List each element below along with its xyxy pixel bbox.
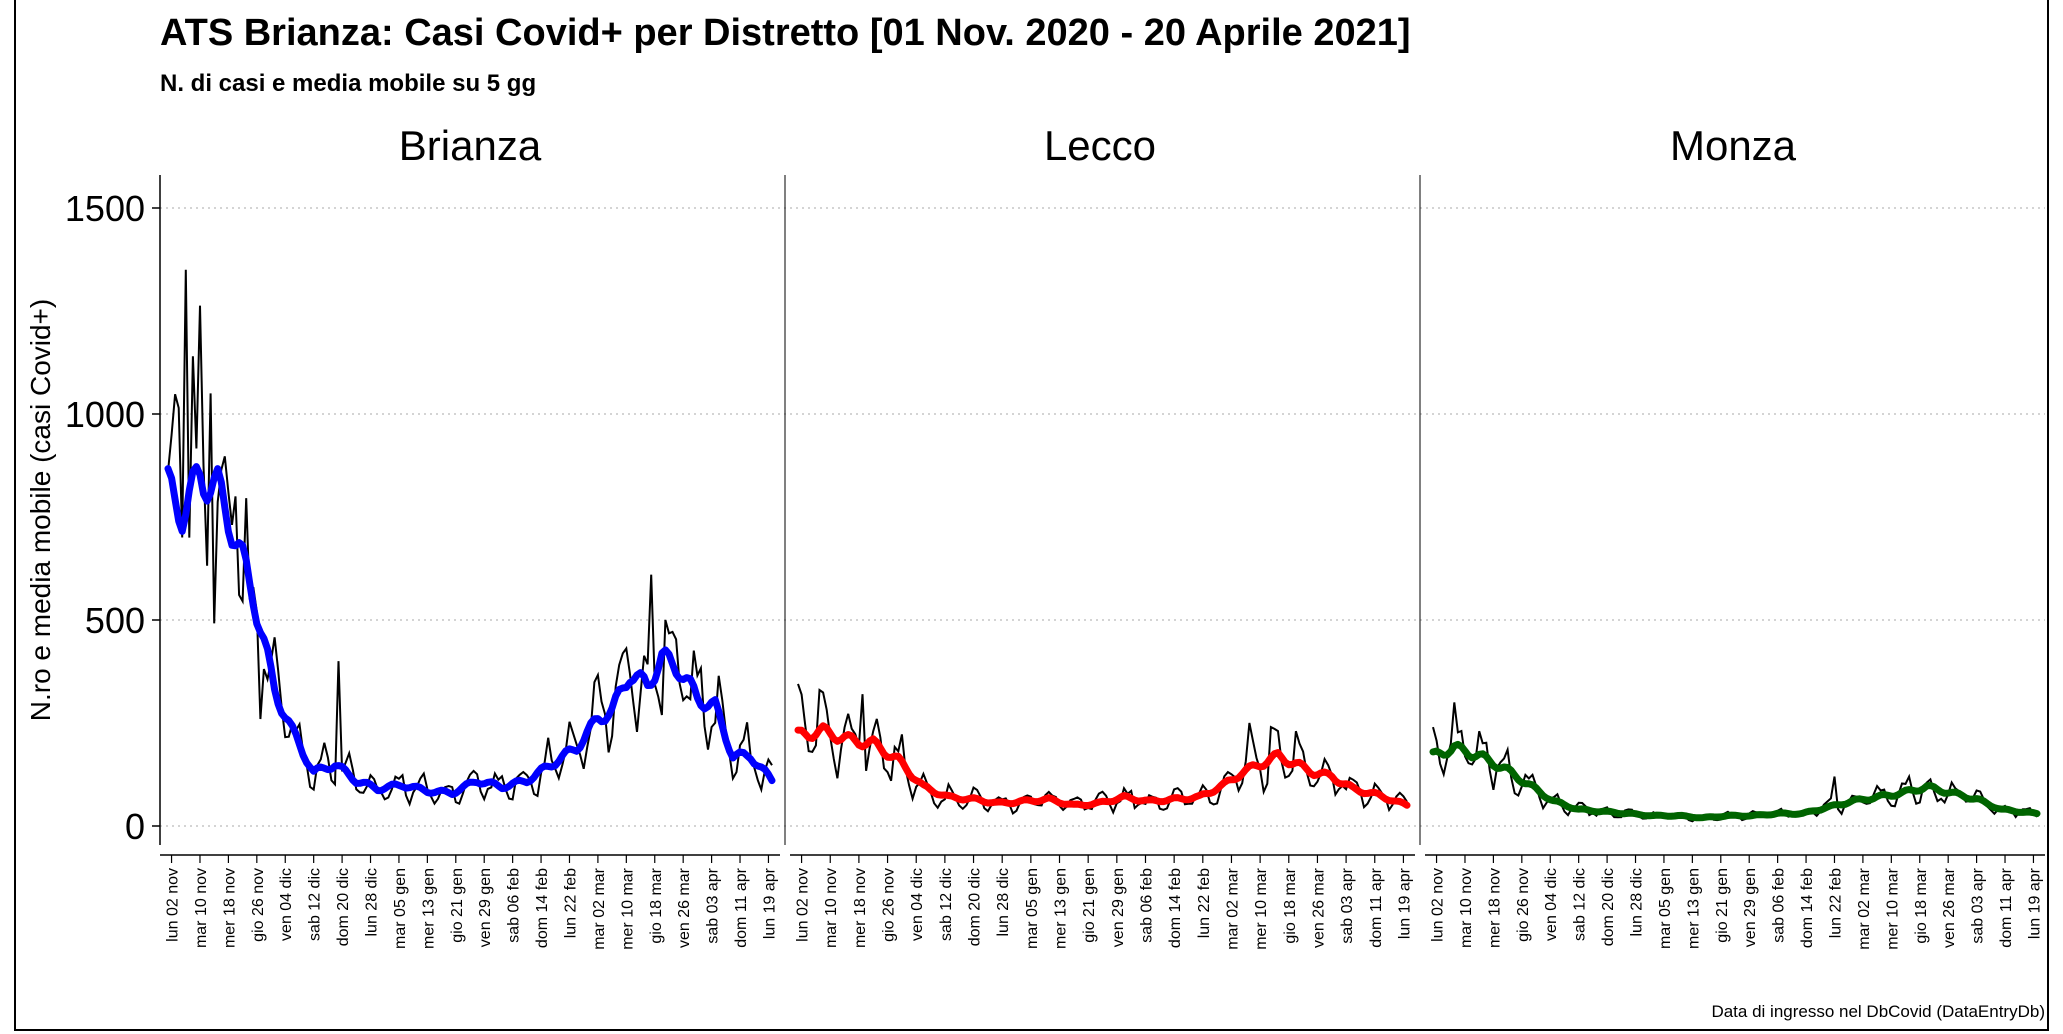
x-tick-label-monza-17: gio 18 mar [1913,867,1930,943]
daily-cases-line-monza [1432,702,2038,823]
x-tick-label-monza-9: mer 13 gen [1685,868,1702,949]
x-tick-label-brianza-2: mer 18 nov [221,868,238,948]
x-tick-label-lecco-0: lun 02 nov [795,868,812,942]
x-tick-label-lecco-18: ven 26 mar [1310,867,1327,948]
x-tick-label-monza-8: mar 05 gen [1657,868,1674,949]
x-tick-label-monza-5: sab 12 dic [1572,868,1589,941]
y-tick-label-1500: 1500 [65,188,145,229]
x-tick-label-lecco-1: mar 10 nov [823,868,840,948]
x-tick-label-brianza-4: ven 04 dic [278,868,295,941]
grid-layer [160,207,2045,827]
x-tick-label-lecco-19: sab 03 apr [1339,867,1356,943]
x-tick-label-lecco-20: dom 11 apr [1368,867,1385,947]
x-tick-label-lecco-11: ven 29 gen [1110,868,1127,947]
daily-cases-line-lecco [797,683,1408,815]
chart-title: ATS Brianza: Casi Covid+ per Distretto [… [160,12,1411,54]
x-tick-label-monza-18: ven 26 mar [1941,867,1958,948]
x-tick-label-lecco-16: mer 10 mar [1253,867,1270,949]
label-layer: 0 500 1000 1500 N.ro e media mobile (casi Co… [25,122,2043,950]
y-tick-label-1000: 1000 [65,394,145,435]
moving-average-line-brianza [164,463,776,798]
y-tick-label-500: 500 [85,600,145,641]
x-tick-label-brianza-20: dom 11 apr [733,867,750,947]
x-tick-label-lecco-10: gio 21 gen [1081,868,1098,943]
x-tick-label-lecco-7: lun 28 dic [995,868,1012,937]
source-footer: Data di ingresso nel DbCovid (DataEntryD… [1711,1002,2045,1021]
x-tick-label-brianza-10: gio 21 gen [449,868,466,943]
x-tick-label-monza-11: ven 29 gen [1742,868,1759,947]
x-tick-label-lecco-5: sab 12 dic [938,868,955,941]
y-axis-title: N.ro e media mobile (casi Covid+) [25,299,56,722]
x-tick-label-brianza-12: sab 06 feb [506,868,523,943]
x-tick-label-brianza-17: gio 18 mar [648,867,665,943]
x-tick-label-lecco-6: dom 20 dic [967,868,984,946]
x-tick-label-lecco-3: gio 26 nov [881,868,898,942]
y-tick-label-0: 0 [125,806,145,847]
x-tick-label-monza-15: mar 02 mar [1856,867,1873,949]
x-tick-label-monza-0: lun 02 nov [1430,868,1447,942]
x-tick-label-brianza-1: mar 10 nov [193,868,210,948]
series-layer [164,269,2041,823]
axes-layer [152,175,2045,863]
x-tick-label-lecco-8: mar 05 gen [1024,868,1041,949]
x-tick-label-monza-12: sab 06 feb [1771,868,1788,943]
x-tick-label-lecco-12: sab 06 feb [1138,868,1155,943]
x-tick-label-brianza-7: lun 28 dic [364,868,381,937]
x-tick-label-monza-2: mer 18 nov [1486,868,1503,948]
x-tick-label-brianza-21: lun 19 apr [761,867,778,939]
x-tick-label-monza-16: mer 10 mar [1884,867,1901,949]
x-tick-label-monza-3: gio 26 nov [1515,868,1532,942]
x-tick-label-lecco-13: dom 14 feb [1167,868,1184,948]
x-tick-label-monza-13: dom 14 feb [1799,868,1816,948]
x-tick-label-monza-4: ven 04 dic [1543,868,1560,941]
x-tick-label-brianza-13: dom 14 feb [534,868,551,948]
x-tick-label-brianza-16: mer 10 mar [619,867,636,949]
x-tick-label-lecco-21: lun 19 apr [1396,867,1413,939]
x-tick-label-lecco-15: mar 02 mar [1224,867,1241,949]
x-tick-label-lecco-2: mer 18 nov [852,868,869,948]
x-tick-label-brianza-0: lun 02 nov [165,868,182,942]
x-tick-label-monza-21: lun 19 apr [2026,867,2043,939]
daily-cases-line-brianza [167,269,773,808]
x-tick-label-monza-6: dom 20 dic [1600,868,1617,946]
x-tick-label-brianza-3: gio 26 nov [250,868,267,942]
chart-subtitle: N. di casi e media mobile su 5 gg [160,70,537,97]
x-tick-label-monza-20: dom 11 apr [1998,867,2015,947]
panel-title-lecco: Lecco [1044,122,1156,169]
moving-average-line-lecco [794,722,1411,809]
x-tick-label-brianza-8: mar 05 gen [392,868,409,949]
x-tick-label-brianza-18: ven 26 mar [676,867,693,948]
x-tick-label-brianza-14: lun 22 feb [562,868,579,938]
x-tick-label-monza-1: mar 10 nov [1458,868,1475,948]
x-tick-label-monza-10: gio 21 gen [1714,868,1731,943]
x-tick-label-brianza-15: mar 02 mar [591,867,608,949]
moving-average-line-monza [1429,740,2041,822]
chart-frame [14,0,2049,1031]
panel-title-brianza: Brianza [399,122,542,169]
x-tick-label-monza-19: sab 03 apr [1970,867,1987,943]
x-tick-label-monza-7: lun 28 dic [1629,868,1646,937]
x-tick-label-lecco-9: mer 13 gen [1053,868,1070,949]
x-tick-label-monza-14: lun 22 feb [1827,868,1844,938]
x-tick-label-brianza-6: dom 20 dic [335,868,352,946]
x-tick-label-lecco-4: ven 04 dic [909,868,926,941]
x-tick-label-lecco-17: gio 18 mar [1282,867,1299,943]
x-tick-label-brianza-9: mer 13 gen [420,868,437,949]
x-tick-label-lecco-14: lun 22 feb [1196,868,1213,938]
x-tick-label-brianza-5: sab 12 dic [307,868,324,941]
panel-title-monza: Monza [1670,122,1797,169]
x-tick-label-brianza-19: sab 03 apr [705,867,722,943]
x-tick-label-brianza-11: ven 29 gen [477,868,494,947]
